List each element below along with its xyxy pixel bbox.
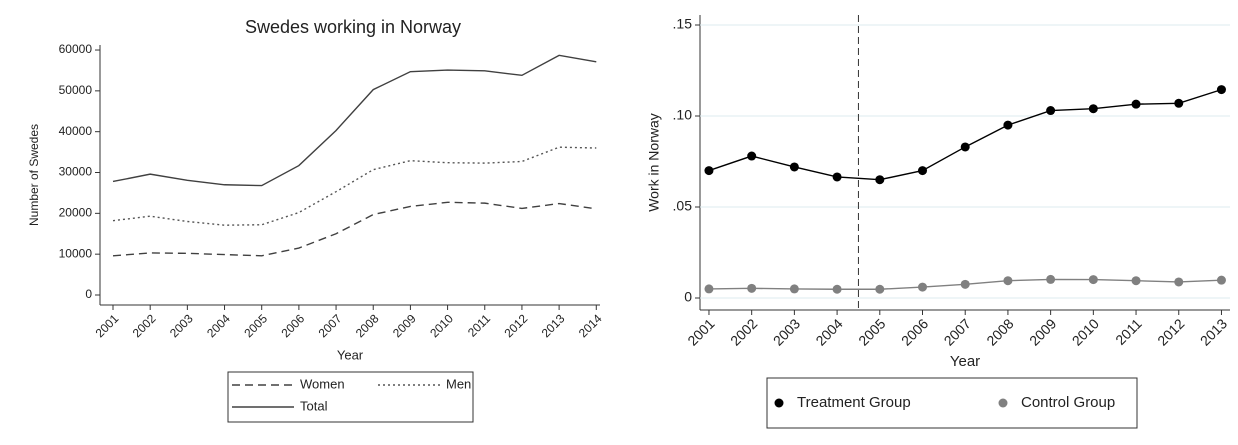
legend-marker bbox=[774, 398, 784, 408]
x-tick-label: 2005 bbox=[241, 311, 270, 340]
x-tick-label: 2003 bbox=[167, 311, 196, 340]
legend-label: Men bbox=[446, 376, 471, 391]
data-point bbox=[1046, 106, 1056, 116]
x-tick-label: 2004 bbox=[812, 315, 845, 348]
chart-title: Swedes working in Norway bbox=[245, 17, 461, 37]
data-point bbox=[1003, 120, 1013, 130]
legend-label: Total bbox=[300, 398, 328, 413]
data-point bbox=[1174, 277, 1184, 287]
y-tick-label: 0 bbox=[85, 287, 92, 301]
series-line bbox=[112, 201, 597, 257]
y-axis-label: Work in Norway bbox=[646, 113, 662, 212]
data-point bbox=[789, 284, 799, 294]
y-axis-label: Number of Swedes bbox=[27, 124, 41, 226]
x-tick-label: 2007 bbox=[316, 311, 345, 340]
x-tick-label: 2006 bbox=[898, 315, 931, 348]
data-point bbox=[832, 284, 842, 294]
y-tick-label: 0 bbox=[684, 289, 692, 305]
x-tick-label: 2001 bbox=[93, 311, 122, 340]
series-line bbox=[112, 54, 597, 187]
x-tick-label: 2013 bbox=[539, 311, 568, 340]
y-tick-label: 20000 bbox=[59, 206, 93, 220]
x-tick-label: 2003 bbox=[770, 315, 803, 348]
x-tick-label: 2002 bbox=[727, 315, 760, 348]
x-tick-label: 2005 bbox=[855, 315, 888, 348]
x-tick-label: 2012 bbox=[1154, 315, 1187, 348]
legend-marker bbox=[998, 398, 1008, 408]
data-point bbox=[1003, 276, 1013, 286]
y-tick-label: .10 bbox=[673, 107, 693, 123]
x-tick-label: 2014 bbox=[576, 311, 605, 340]
data-point bbox=[875, 284, 885, 294]
x-axis-label: Year bbox=[337, 347, 364, 362]
data-point bbox=[1131, 276, 1141, 286]
data-point bbox=[1216, 85, 1226, 95]
data-point bbox=[1088, 104, 1098, 114]
y-tick-label: 40000 bbox=[59, 124, 93, 138]
data-point bbox=[832, 172, 842, 182]
data-point bbox=[704, 166, 714, 176]
legend-label: Treatment Group bbox=[797, 394, 911, 411]
y-tick-label: .05 bbox=[673, 198, 693, 214]
data-point bbox=[1131, 99, 1141, 109]
x-tick-label: 2010 bbox=[427, 311, 456, 340]
legend-label: Women bbox=[300, 376, 345, 391]
legend-box bbox=[766, 377, 1138, 429]
x-tick-label: 2009 bbox=[1026, 315, 1059, 348]
x-tick-label: 2013 bbox=[1197, 315, 1230, 348]
y-tick-label: 60000 bbox=[59, 42, 93, 56]
data-point bbox=[875, 175, 885, 185]
x-tick-label: 2011 bbox=[465, 311, 493, 339]
x-tick-label: 2011 bbox=[1112, 315, 1145, 348]
data-point bbox=[747, 283, 757, 293]
data-point bbox=[789, 162, 799, 172]
y-tick-label: 30000 bbox=[59, 165, 93, 179]
y-tick-label: .15 bbox=[673, 16, 693, 32]
x-tick-label: 2008 bbox=[983, 315, 1016, 348]
data-point bbox=[747, 151, 757, 161]
x-tick-label: 2004 bbox=[204, 311, 233, 340]
x-tick-label: 2006 bbox=[278, 311, 307, 340]
y-tick-label: 50000 bbox=[59, 83, 93, 97]
data-point bbox=[918, 282, 928, 292]
data-point bbox=[918, 166, 928, 176]
x-tick-label: 2002 bbox=[130, 311, 159, 340]
data-point bbox=[960, 279, 970, 289]
x-tick-label: 2009 bbox=[390, 311, 419, 340]
data-point bbox=[1046, 274, 1056, 284]
data-point bbox=[1216, 275, 1226, 285]
series-line bbox=[112, 146, 597, 226]
data-point bbox=[960, 142, 970, 152]
data-point bbox=[1174, 98, 1184, 108]
legend-label: Control Group bbox=[1021, 394, 1115, 411]
x-tick-label: 2010 bbox=[1069, 315, 1102, 348]
data-point bbox=[1088, 275, 1098, 285]
x-tick-label: 2007 bbox=[941, 315, 974, 348]
x-tick-label: 2001 bbox=[684, 315, 717, 348]
data-point bbox=[704, 284, 714, 294]
x-tick-label: 2008 bbox=[353, 311, 382, 340]
legend-box bbox=[227, 371, 474, 423]
x-axis-label: Year bbox=[950, 353, 980, 370]
series-line bbox=[708, 88, 1222, 181]
y-tick-label: 10000 bbox=[59, 246, 93, 260]
x-tick-label: 2012 bbox=[502, 311, 531, 340]
